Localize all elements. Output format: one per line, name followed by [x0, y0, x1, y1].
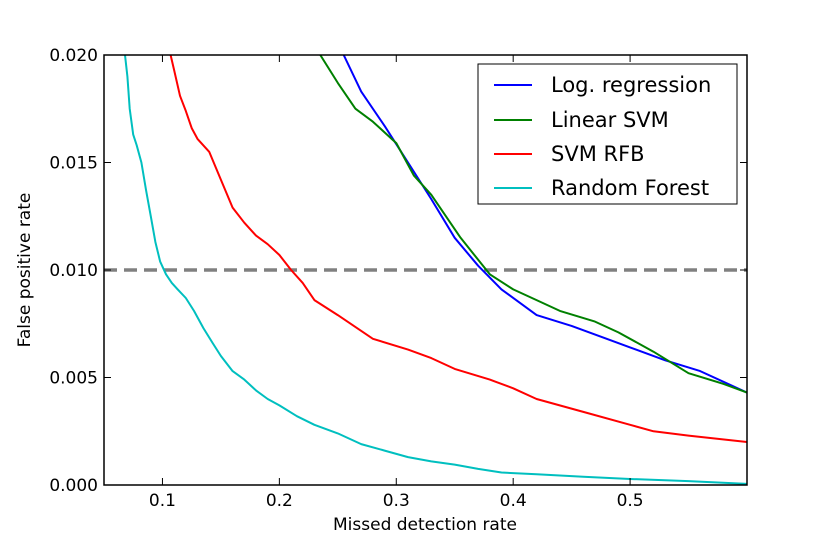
- y-tick-label: 0.015: [49, 154, 98, 174]
- legend-label-log-regression: Log. regression: [551, 73, 711, 97]
- x-tick-label: 0.5: [617, 491, 644, 511]
- y-tick-label: 0.010: [49, 261, 98, 281]
- legend-label-linear-svm: Linear SVM: [551, 108, 669, 132]
- x-axis-label: Missed detection rate: [333, 515, 517, 535]
- y-tick-label: 0.005: [49, 369, 98, 389]
- x-tick-label: 0.1: [149, 491, 176, 511]
- series-layer: [104, 55, 747, 485]
- series-line-log-regression: [342, 55, 747, 394]
- series-line-random-forest: [124, 55, 747, 485]
- legend-label-random-forest: Random Forest: [551, 176, 709, 200]
- legend: Log. regression Linear SVM SVM RFB Rando…: [477, 63, 738, 205]
- series-line-svm-rfb: [169, 55, 747, 443]
- tick-layer: 0.1 0.2 0.3 0.4 0.5 0.000 0.005 0.010 0.015 0.020: [49, 46, 747, 511]
- series-line-linear-svm: [319, 55, 747, 394]
- x-tick-label: 0.2: [266, 491, 293, 511]
- x-tick-label: 0.4: [500, 491, 527, 511]
- legend-label-svm-rfb: SVM RFB: [551, 142, 645, 166]
- x-tick-label: 0.3: [383, 491, 410, 511]
- y-tick-label: 0.000: [49, 476, 98, 496]
- legend-frame: [477, 63, 738, 205]
- y-axis-label: False positive rate: [15, 193, 35, 348]
- y-tick-label: 0.020: [49, 46, 98, 66]
